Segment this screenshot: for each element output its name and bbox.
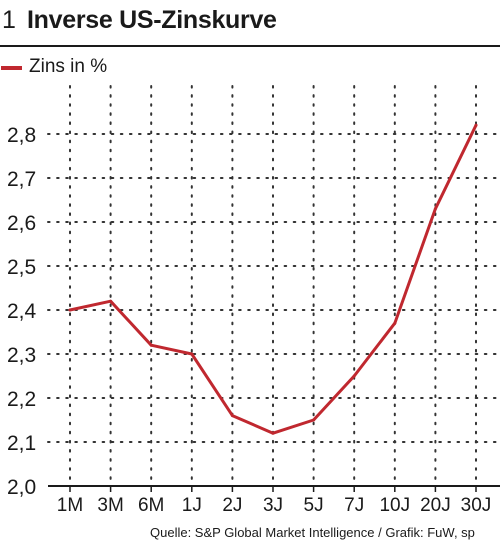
legend-label: Zins in % bbox=[29, 56, 108, 77]
data-point bbox=[109, 299, 113, 303]
x-tick-label: 7J bbox=[344, 495, 364, 516]
legend-swatch bbox=[1, 66, 22, 70]
data-point bbox=[474, 123, 478, 127]
grid bbox=[47, 85, 500, 487]
x-tick-label: 6M bbox=[138, 495, 164, 516]
data-point bbox=[393, 321, 397, 325]
y-tick-label: 2,5 bbox=[7, 256, 36, 279]
y-tick-label: 2,4 bbox=[7, 300, 37, 323]
y-tick-label: 2,8 bbox=[7, 124, 36, 147]
data-point bbox=[190, 352, 194, 356]
y-tick-label: 2,0 bbox=[7, 476, 36, 499]
data-point bbox=[149, 343, 153, 347]
y-tick-label: 2,2 bbox=[7, 388, 36, 411]
y-tick-label: 2,1 bbox=[7, 432, 36, 455]
source-note: Quelle: S&P Global Market Intelligence /… bbox=[150, 525, 475, 540]
data-point bbox=[68, 308, 72, 312]
tick-labels: 2,0 2,1 2,2 2,3 2,4 2,5 2,6 2,7 2,8 1M 3M 6M 1J 2J 3J 5… bbox=[7, 124, 491, 516]
axes bbox=[48, 485, 500, 492]
x-tick-label: 1M bbox=[57, 495, 83, 516]
title-rule bbox=[0, 45, 500, 47]
data-point bbox=[230, 414, 234, 418]
data-point bbox=[352, 374, 356, 378]
y-tick-label: 2,6 bbox=[7, 212, 36, 235]
x-tick-label: 2J bbox=[222, 495, 242, 516]
x-tick-label: 30J bbox=[461, 495, 492, 516]
x-tick-label: 5J bbox=[304, 495, 324, 516]
line-chart: 2,0 2,1 2,2 2,3 2,4 2,5 2,6 2,7 2,8 1M 3M 6M 1J 2J 3J 5… bbox=[7, 85, 500, 516]
x-tick-label: 3J bbox=[263, 495, 283, 516]
series bbox=[68, 123, 478, 435]
x-tick-label: 20J bbox=[420, 495, 451, 516]
y-tick-label: 2,3 bbox=[7, 344, 36, 367]
data-point bbox=[433, 207, 437, 211]
figure-number: 1 bbox=[2, 6, 16, 34]
x-tick-label: 10J bbox=[379, 495, 410, 516]
x-tick-label: 3M bbox=[97, 495, 123, 516]
chart-header: 1 Inverse US-Zinskurve bbox=[0, 0, 500, 44]
x-tick-label: 1J bbox=[182, 495, 202, 516]
chart-title: Inverse US-Zinskurve bbox=[27, 6, 277, 34]
data-point bbox=[271, 431, 275, 435]
y-tick-label: 2,7 bbox=[7, 168, 36, 191]
data-point bbox=[312, 418, 316, 422]
